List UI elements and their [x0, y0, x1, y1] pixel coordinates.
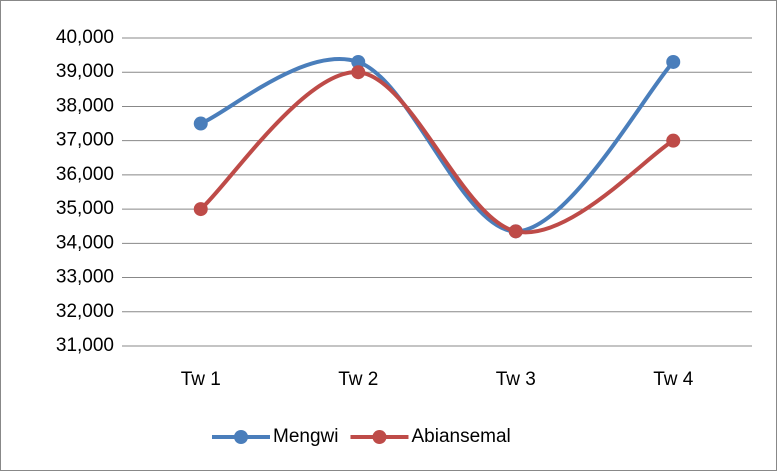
y-tick-label: 31,000	[56, 335, 114, 356]
point	[193, 116, 208, 131]
y-tick-label: 34,000	[56, 232, 114, 253]
legend-label: Abiansemal	[411, 426, 510, 447]
y-tick-label: 37,000	[56, 130, 114, 151]
y-tick-label: 38,000	[56, 95, 114, 116]
y-tick-label: 40,000	[56, 27, 114, 48]
y-tick-label: 32,000	[56, 301, 114, 322]
x-tick-label: Tw 2	[338, 369, 378, 390]
y-tick-label: 36,000	[56, 164, 114, 185]
point	[351, 54, 366, 69]
y-tick-label: 35,000	[56, 198, 114, 219]
series-line	[199, 57, 675, 234]
x-tick-label: Tw 1	[181, 369, 221, 390]
point	[508, 224, 523, 239]
legend-marker	[234, 430, 248, 444]
x-tick-label: Tw 4	[653, 369, 694, 390]
series-line	[199, 70, 675, 235]
point	[666, 54, 681, 69]
legend-label: Mengwi	[273, 426, 338, 447]
y-tick-label: 39,000	[56, 61, 114, 82]
y-tick-label: 33,000	[56, 267, 114, 288]
point	[351, 65, 366, 80]
legend-marker	[372, 430, 387, 444]
point	[666, 133, 681, 148]
x-tick-label: Tw 3	[496, 369, 536, 390]
point	[193, 202, 208, 217]
